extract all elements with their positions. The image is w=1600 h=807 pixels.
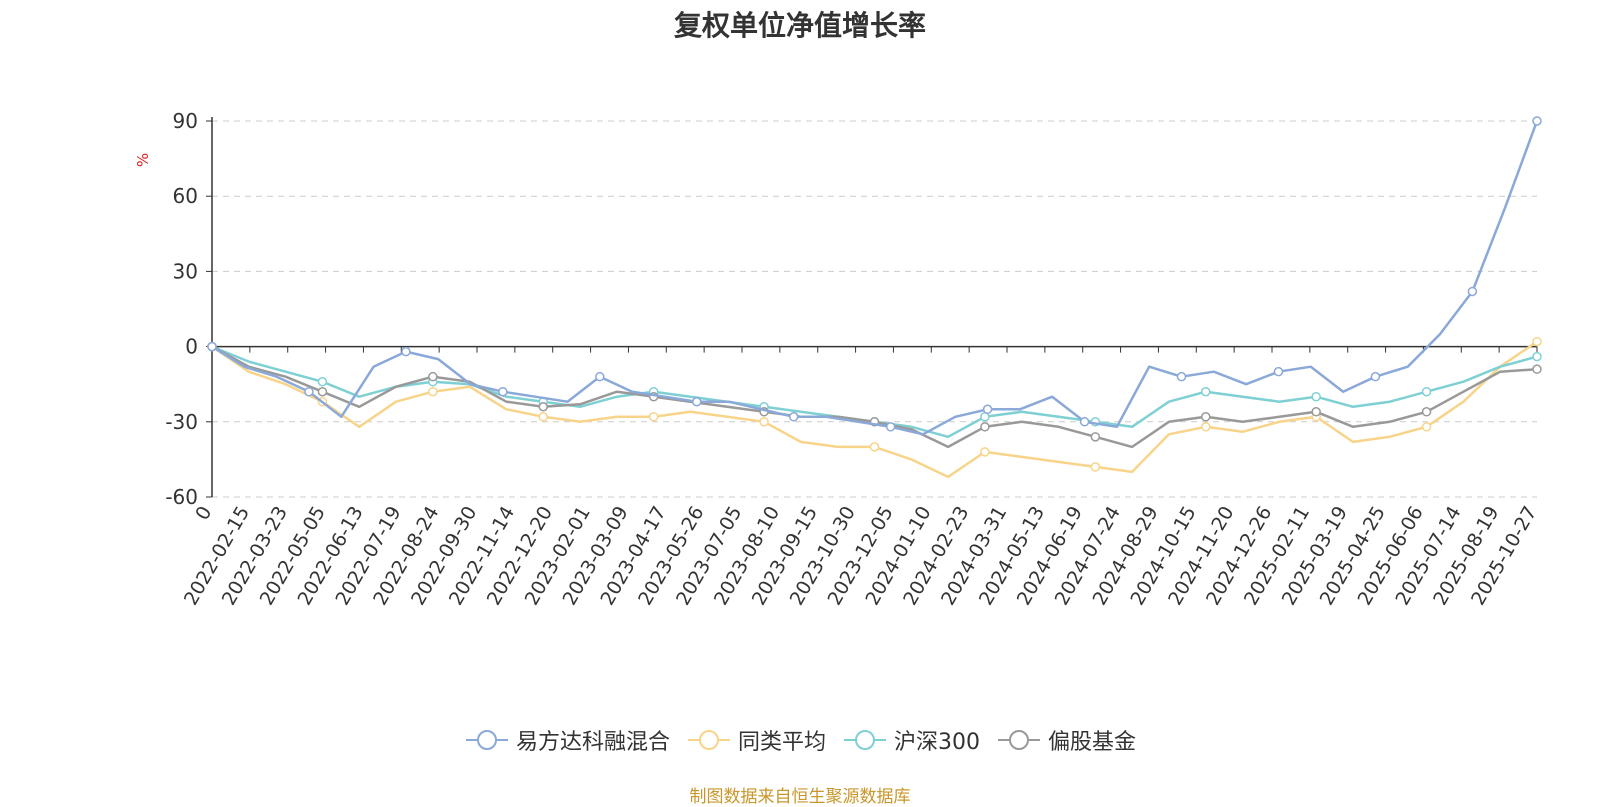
data-point bbox=[1201, 386, 1211, 397]
data-point bbox=[1532, 351, 1542, 362]
y-tick-label: 90 bbox=[173, 109, 198, 133]
data-point bbox=[1370, 371, 1381, 382]
y-tick-label: 0 bbox=[185, 335, 198, 359]
data-point bbox=[788, 412, 799, 422]
chart-title: 复权单位净值增长率 bbox=[673, 9, 926, 42]
axis-layer: 9060300-30-6002022-02-152022-03-232022-0… bbox=[165, 109, 1541, 609]
data-point bbox=[1532, 364, 1542, 374]
data-point bbox=[498, 386, 508, 397]
data-point bbox=[869, 442, 880, 452]
legend-marker-icon bbox=[844, 730, 886, 750]
x-tick-label: 0 bbox=[191, 503, 216, 524]
data-point bbox=[317, 376, 328, 387]
data-point bbox=[980, 422, 990, 432]
data-point bbox=[692, 396, 702, 407]
series-layer bbox=[207, 116, 1542, 479]
y-axis-unit: % bbox=[134, 153, 152, 167]
data-point bbox=[885, 422, 896, 432]
data-point bbox=[1090, 432, 1101, 442]
data-point bbox=[759, 417, 769, 427]
data-point bbox=[207, 341, 217, 352]
data-point bbox=[1201, 412, 1211, 422]
legend-item[interactable]: 偏股基金 bbox=[996, 724, 1136, 756]
data-point bbox=[428, 386, 438, 397]
data-point bbox=[1467, 286, 1478, 297]
data-point bbox=[1273, 366, 1284, 377]
data-point bbox=[317, 386, 328, 397]
legend-label: 偏股基金 bbox=[1048, 730, 1137, 755]
y-tick-label: -30 bbox=[165, 410, 198, 434]
data-point bbox=[1090, 462, 1101, 472]
data-point bbox=[538, 402, 548, 412]
legend-marker-icon bbox=[998, 730, 1040, 750]
data-point bbox=[1421, 407, 1432, 417]
data-point bbox=[980, 447, 990, 457]
data-point bbox=[1532, 116, 1542, 126]
data-point bbox=[595, 371, 605, 382]
legend-marker-icon bbox=[687, 730, 730, 750]
data-point bbox=[428, 371, 438, 382]
series-line bbox=[211, 340, 1538, 479]
series-line bbox=[211, 120, 1539, 436]
data-point bbox=[1201, 422, 1211, 432]
y-tick-label: -60 bbox=[165, 485, 198, 509]
legend-label: 沪深300 bbox=[894, 730, 980, 755]
source-note: 制图数据来自恒生聚源数据库 bbox=[689, 787, 911, 807]
data-point bbox=[538, 412, 548, 422]
data-point bbox=[648, 412, 659, 422]
data-point bbox=[1079, 417, 1090, 427]
legend-marker-icon bbox=[465, 730, 508, 750]
legend: 易方达科融混合 同类平均 沪深300 偏股基金 bbox=[0, 724, 1600, 758]
data-point bbox=[1311, 391, 1321, 402]
legend-item[interactable]: 沪深300 bbox=[842, 724, 980, 756]
data-point bbox=[304, 386, 314, 397]
legend-item[interactable]: 同类平均 bbox=[686, 724, 826, 756]
data-point bbox=[982, 404, 993, 415]
grid-layer bbox=[212, 120, 1537, 498]
data-point bbox=[1311, 407, 1321, 417]
data-point bbox=[1421, 386, 1432, 397]
data-point bbox=[1421, 422, 1432, 432]
data-point bbox=[1176, 371, 1187, 382]
y-tick-label: 30 bbox=[173, 259, 198, 283]
data-point bbox=[1532, 336, 1542, 347]
data-point bbox=[401, 346, 411, 357]
legend-item[interactable]: 易方达科融混合 bbox=[464, 724, 670, 756]
legend-label: 易方达科融混合 bbox=[515, 730, 670, 755]
legend-label: 同类平均 bbox=[737, 730, 826, 755]
y-tick-label: 60 bbox=[173, 184, 198, 208]
